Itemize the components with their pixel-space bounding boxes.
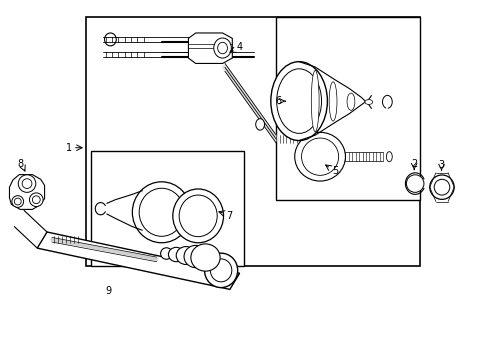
Ellipse shape [179, 195, 217, 237]
Ellipse shape [255, 119, 264, 130]
Ellipse shape [276, 69, 321, 134]
Text: 6: 6 [275, 96, 281, 106]
Ellipse shape [386, 152, 391, 162]
Ellipse shape [104, 33, 116, 46]
Ellipse shape [429, 175, 453, 199]
Ellipse shape [204, 253, 237, 288]
Text: 3: 3 [438, 160, 444, 170]
Circle shape [29, 193, 43, 207]
Polygon shape [188, 33, 232, 63]
Ellipse shape [301, 138, 338, 175]
Ellipse shape [346, 93, 354, 110]
Ellipse shape [172, 189, 223, 243]
Circle shape [12, 196, 23, 207]
Ellipse shape [311, 71, 319, 132]
Text: 5: 5 [331, 166, 338, 176]
Polygon shape [37, 232, 239, 289]
Circle shape [18, 175, 36, 192]
Bar [91, 151, 244, 266]
Circle shape [32, 196, 40, 204]
Text: 4: 4 [236, 42, 242, 52]
Ellipse shape [294, 132, 345, 181]
Ellipse shape [139, 188, 183, 236]
Ellipse shape [183, 246, 207, 267]
Ellipse shape [210, 259, 231, 282]
Ellipse shape [364, 100, 372, 104]
Ellipse shape [168, 247, 183, 262]
Text: 9: 9 [105, 286, 111, 296]
Text: 7: 7 [225, 211, 231, 221]
Ellipse shape [213, 38, 231, 58]
Circle shape [14, 198, 21, 205]
Ellipse shape [217, 42, 227, 54]
Polygon shape [9, 175, 44, 210]
Bar [276, 17, 419, 200]
Ellipse shape [382, 95, 391, 108]
Ellipse shape [132, 182, 190, 243]
Text: 1: 1 [66, 143, 72, 153]
Text: 2: 2 [410, 159, 416, 169]
Bar [86, 17, 419, 266]
Ellipse shape [328, 82, 336, 121]
Circle shape [406, 175, 423, 192]
Ellipse shape [160, 248, 172, 259]
Ellipse shape [176, 247, 195, 265]
Circle shape [22, 179, 32, 188]
Ellipse shape [270, 62, 327, 140]
Ellipse shape [190, 244, 220, 271]
Text: 8: 8 [17, 159, 23, 169]
Ellipse shape [433, 179, 449, 195]
